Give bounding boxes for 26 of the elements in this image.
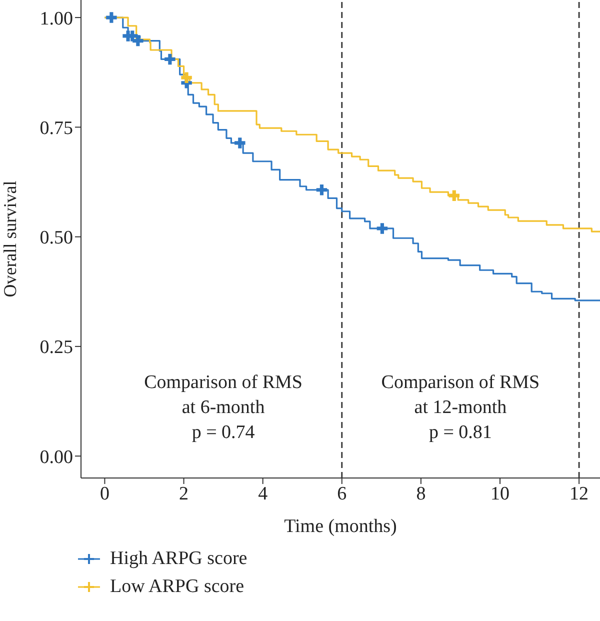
y-tick-label: 1.00 xyxy=(40,8,73,30)
point xyxy=(164,54,176,65)
x-tick-label: 12 xyxy=(570,483,589,504)
point xyxy=(376,223,388,234)
point xyxy=(316,184,328,196)
point xyxy=(234,138,246,148)
x-tick-label: 2 xyxy=(179,483,189,504)
y-tick-label: 0.50 xyxy=(40,228,73,249)
y-tick-label: 0.00 xyxy=(40,446,73,468)
x-tick-label: 10 xyxy=(490,483,510,504)
x-tick-label: 6 xyxy=(337,483,347,504)
x-tick-label: 8 xyxy=(416,483,426,504)
point xyxy=(181,72,192,83)
point xyxy=(132,35,144,46)
x-axis-title: Time (months) xyxy=(284,516,397,537)
y-axis-title: Overall survival xyxy=(0,180,20,298)
y-tick-label: 0.75 xyxy=(40,118,73,139)
point xyxy=(448,190,460,201)
y-tick-label: 0.25 xyxy=(40,337,73,358)
point xyxy=(106,12,117,23)
annotation: Comparison of RMS at 12-month p = 0.81 xyxy=(380,371,541,445)
x-tick-label: 4 xyxy=(258,483,268,504)
legend-label: Low ARPG score xyxy=(110,576,244,598)
legend-label: High ARPG score xyxy=(110,548,248,570)
x-tick-label: 0 xyxy=(100,483,110,504)
annotation: Comparison of RMS at 6-month p = 0.74 xyxy=(143,371,304,445)
